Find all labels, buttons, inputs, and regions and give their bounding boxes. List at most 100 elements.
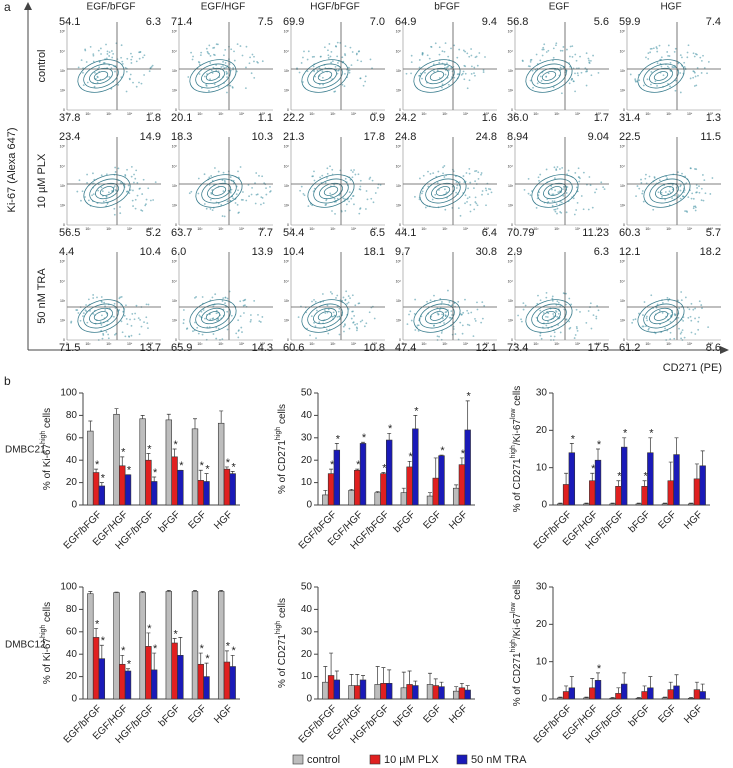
event-dot (343, 85, 346, 87)
event-dot (321, 70, 324, 73)
event-dot (469, 181, 472, 184)
event-dot (92, 172, 94, 175)
y-tick-label: 20 (536, 425, 548, 436)
event-dot (653, 177, 656, 179)
event-dot (356, 59, 359, 62)
legend-label: 10 µM PLX (384, 754, 439, 766)
row-label: control (36, 49, 48, 82)
event-dot (539, 173, 542, 176)
tick-label: 0 (626, 342, 628, 346)
event-dot (130, 52, 132, 55)
error-bar (558, 696, 563, 698)
contour (643, 174, 691, 208)
tick-label: 10² (620, 203, 626, 207)
quadrant-value: 13.7 (140, 342, 161, 354)
event-dot (443, 165, 446, 167)
event-dot (441, 313, 444, 316)
quadrant-value: 22.5 (619, 131, 640, 143)
event-dot (182, 309, 185, 311)
event-dot (597, 71, 600, 74)
quadrant-value: 54.4 (283, 227, 304, 239)
event-dot (349, 297, 351, 300)
bar (673, 454, 680, 506)
quadrant-value: 1.7 (594, 112, 609, 124)
event-dot (595, 188, 598, 191)
contour (653, 71, 669, 81)
error-bar (569, 443, 574, 453)
event-dot (201, 296, 204, 298)
contour (93, 71, 109, 81)
event-dot (105, 330, 108, 333)
tick-label: 10³ (330, 342, 336, 346)
event-dot (537, 294, 539, 297)
event-dot (577, 74, 580, 77)
event-dot (134, 207, 137, 210)
event-dot (474, 180, 477, 183)
event-dot (357, 173, 360, 176)
event-dot (104, 309, 107, 311)
event-dot (356, 329, 358, 332)
event-dot (571, 78, 574, 81)
event-dot (667, 299, 670, 302)
tick-label: 0 (514, 227, 516, 231)
significance-star: * (461, 448, 466, 460)
tick-label: 10² (645, 112, 651, 116)
event-dot (433, 70, 435, 73)
legend-swatch (292, 754, 304, 765)
event-dot (689, 77, 692, 80)
event-dot (443, 188, 446, 191)
event-dot (436, 69, 439, 72)
event-dot (209, 198, 212, 201)
bar (647, 687, 654, 700)
contour (195, 303, 231, 329)
x-tick-label: bFGF (157, 509, 183, 535)
event-dot (244, 304, 246, 307)
significance-star: * (101, 635, 106, 647)
event-dot (552, 86, 555, 89)
event-dot (701, 174, 704, 176)
event-dot (92, 60, 95, 63)
event-dot (112, 315, 115, 318)
event-dot (349, 46, 352, 49)
tick-label: 0 (290, 342, 292, 346)
event-dot (245, 45, 248, 48)
event-dot (422, 174, 425, 177)
tick-label: 10² (197, 342, 203, 346)
event-dot (579, 177, 581, 180)
event-dot (101, 337, 104, 340)
event-dot (562, 46, 565, 48)
y-tick-label: 60 (66, 432, 78, 443)
y-axis-label-part: /Ki-67 (512, 419, 523, 446)
error-bar (375, 666, 380, 685)
event-dot (140, 82, 143, 85)
tick-label: 10⁴ (60, 49, 66, 53)
event-dot (205, 85, 208, 87)
event-dot (438, 189, 440, 191)
y-tick-label: 30 (301, 626, 313, 637)
event-dot (484, 56, 486, 58)
event-dot (447, 69, 450, 72)
event-dot (432, 172, 435, 175)
tick-label: 0 (178, 112, 180, 116)
tick-label: 10⁵ (396, 30, 402, 34)
error-bar (334, 670, 339, 680)
y-axis-label-part: cells (512, 386, 523, 409)
quadrant-value: 69.9 (283, 16, 304, 28)
event-dot (693, 55, 696, 58)
bar (661, 503, 669, 506)
event-dot (535, 53, 538, 56)
event-dot (470, 72, 473, 75)
event-dot (130, 62, 133, 64)
event-dot (191, 58, 194, 61)
event-dot (559, 331, 562, 334)
event-dot (350, 317, 353, 320)
event-dot (677, 194, 680, 197)
event-dot (209, 54, 212, 57)
event-dot (359, 77, 362, 80)
event-dot (697, 320, 700, 323)
y-tick-label: 10 (301, 477, 313, 488)
event-dot (223, 54, 225, 57)
y-axis-label-part: high (40, 625, 47, 638)
